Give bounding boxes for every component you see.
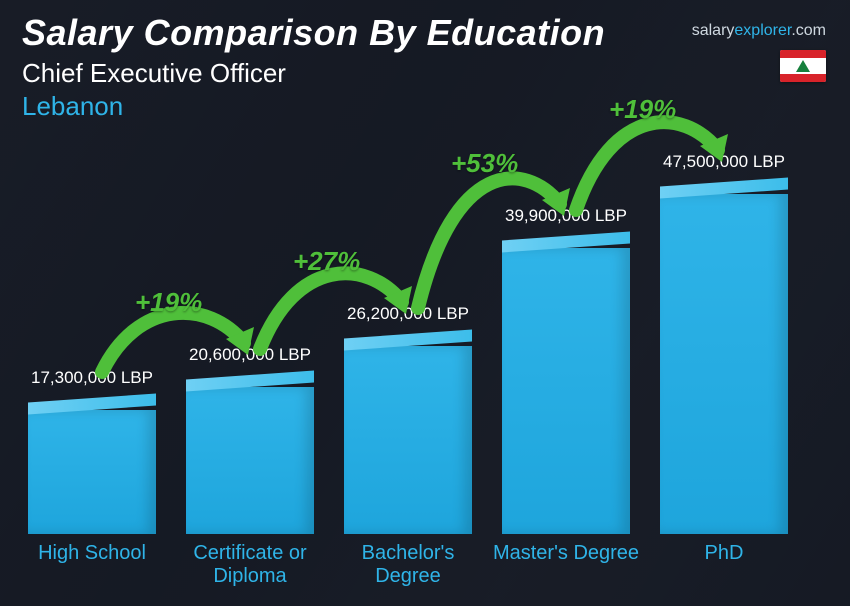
chart-subtitle-role: Chief Executive Officer: [22, 58, 828, 89]
bar: [344, 346, 472, 534]
increase-percent-label: +19%: [135, 287, 202, 318]
increase-percent-label: +19%: [609, 94, 676, 125]
salary-bar-chart: 17,300,000 LBPHigh School20,600,000 LBPC…: [28, 146, 818, 586]
bar: [502, 248, 630, 534]
increase-percent-label: +27%: [293, 246, 360, 277]
source-prefix: salary: [692, 22, 735, 39]
bar-wrap: 39,900,000 LBPMaster's Degree: [502, 248, 630, 534]
bar-top-cap: [186, 371, 314, 392]
bar-wrap: 26,200,000 LBPBachelor's Degree: [344, 346, 472, 534]
chart-subtitle-country: Lebanon: [22, 91, 828, 122]
source-tld: .com: [791, 22, 826, 39]
bar-category-label: Bachelor's Degree: [328, 542, 488, 588]
source-suffix: explorer: [734, 22, 791, 39]
bar-top-cap: [28, 394, 156, 415]
bar-wrap: 47,500,000 LBPPhD: [660, 194, 788, 534]
bar-top-cap: [660, 178, 788, 199]
bar-category-label: Certificate or Diploma: [170, 542, 330, 588]
bar-top-cap: [502, 232, 630, 253]
bar-wrap: 17,300,000 LBPHigh School: [28, 410, 156, 534]
bar: [186, 387, 314, 534]
source-watermark: salaryexplorer.com: [692, 22, 826, 40]
bar-category-label: High School: [12, 542, 172, 565]
bar-value-label: 26,200,000 LBP: [318, 304, 498, 324]
bar-wrap: 20,600,000 LBPCertificate or Diploma: [186, 387, 314, 534]
country-flag-icon: [780, 50, 826, 82]
increase-percent-label: +53%: [451, 148, 518, 179]
bar-value-label: 20,600,000 LBP: [160, 345, 340, 365]
cedar-tree-icon: [796, 60, 810, 72]
bars-container: 17,300,000 LBPHigh School20,600,000 LBPC…: [28, 146, 818, 534]
bar-value-label: 39,900,000 LBP: [476, 206, 656, 226]
bar: [660, 194, 788, 534]
bar-value-label: 47,500,000 LBP: [634, 152, 814, 172]
bar-top-cap: [344, 330, 472, 351]
bar-value-label: 17,300,000 LBP: [2, 368, 182, 388]
bar-category-label: Master's Degree: [486, 542, 646, 565]
bar-category-label: PhD: [644, 542, 804, 565]
bar: [28, 410, 156, 534]
